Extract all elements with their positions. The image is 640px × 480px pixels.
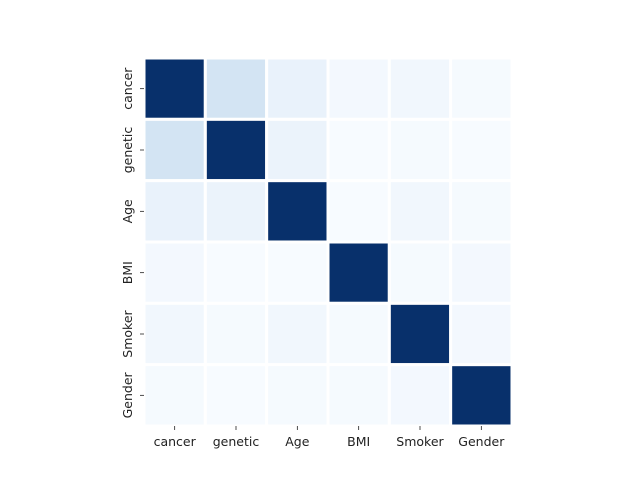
heatmap-cell-genetic-cancer: [142, 117, 207, 183]
x-tick-label: genetic: [213, 434, 260, 449]
heatmap-cell-cancer-Gender: [449, 56, 514, 121]
heatmap-cell-Smoker-Gender: [449, 301, 514, 367]
y-tick-label: BMI: [120, 261, 135, 284]
y-tick-label: Gender: [120, 371, 135, 418]
heatmap-cell-Smoker-Smoker: [387, 301, 453, 367]
y-axis: cancer genetic Age BMI Smoker Gender: [120, 67, 144, 418]
heatmap-cell-Age-Age: [265, 179, 330, 244]
heatmap-cell-Gender-Age: [265, 363, 330, 428]
y-tick-label: Age: [120, 199, 135, 223]
x-axis: cancer genetic Age BMI Smoker Gender: [154, 426, 505, 449]
x-tick-label: BMI: [347, 434, 370, 449]
y-tick-label: cancer: [120, 67, 135, 110]
heatmap-cell-Smoker-genetic: [203, 301, 269, 367]
heatmap-cell-cancer-cancer: [142, 56, 207, 121]
heatmap-cell-Age-Gender: [449, 179, 514, 244]
heatmap-cell-Gender-genetic: [203, 363, 269, 428]
y-tick-label: Smoker: [120, 309, 135, 357]
heatmap-cell-Age-cancer: [142, 179, 207, 244]
heatmap-cell-BMI-genetic: [203, 240, 269, 305]
x-tick-label: Age: [285, 434, 309, 449]
heatmap-cell-BMI-cancer: [142, 240, 207, 305]
heatmap-cells: [142, 56, 514, 428]
heatmap-cell-cancer-Smoker: [387, 56, 453, 121]
heatmap-cell-Gender-Smoker: [387, 363, 453, 428]
heatmap-cell-Age-Smoker: [387, 179, 453, 244]
y-tick-label: genetic: [120, 127, 135, 174]
heatmap-cell-genetic-Smoker: [387, 117, 453, 183]
heatmap-cell-Gender-cancer: [142, 363, 207, 428]
heatmap-cell-Gender-Gender: [449, 363, 514, 428]
heatmap-cell-Smoker-cancer: [142, 301, 207, 367]
heatmap-cell-BMI-Gender: [449, 240, 514, 305]
heatmap-cell-Age-genetic: [203, 179, 269, 244]
heatmap-cell-cancer-BMI: [326, 56, 391, 121]
heatmap-cell-cancer-Age: [265, 56, 330, 121]
heatmap-cell-Smoker-Age: [265, 301, 330, 367]
heatmap-cell-genetic-genetic: [203, 117, 269, 183]
heatmap-cell-genetic-BMI: [326, 117, 391, 183]
heatmap-cell-genetic-Gender: [449, 117, 514, 183]
heatmap-cell-BMI-Age: [265, 240, 330, 305]
x-tick-label: cancer: [154, 434, 197, 449]
heatmap-cell-BMI-Smoker: [387, 240, 453, 305]
heatmap-cell-Age-BMI: [326, 179, 391, 244]
heatmap-cell-cancer-genetic: [203, 56, 269, 121]
x-tick-label: Smoker: [396, 434, 444, 449]
heatmap-cell-genetic-Age: [265, 117, 330, 183]
heatmap-cell-BMI-BMI: [326, 240, 391, 305]
heatmap-cell-Gender-BMI: [326, 363, 391, 428]
x-tick-label: Gender: [458, 434, 505, 449]
heatmap-cell-Smoker-BMI: [326, 301, 391, 367]
